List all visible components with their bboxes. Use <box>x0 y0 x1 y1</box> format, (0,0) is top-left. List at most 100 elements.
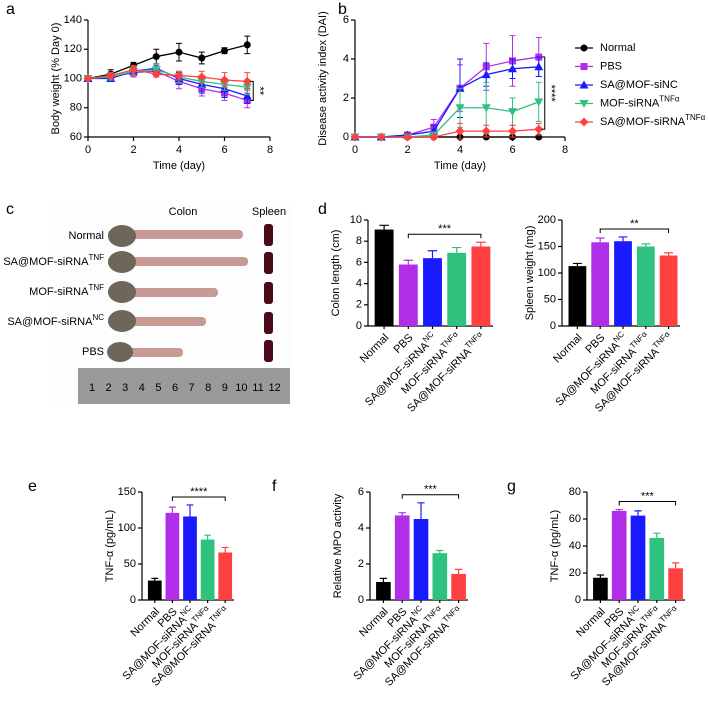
y-tick-label: 50 <box>124 558 136 570</box>
y-tick-label: 0 <box>356 320 362 332</box>
bar <box>636 246 655 326</box>
y-axis-label: Disease activity index (DAI) <box>317 11 329 146</box>
error-bar <box>151 577 159 581</box>
error-bar <box>427 250 438 259</box>
y-tick-label: 80 <box>70 102 82 114</box>
marker <box>534 98 544 107</box>
y-tick-label: 6 <box>356 256 362 268</box>
error-bar <box>641 243 651 247</box>
row-label-main: PBS <box>82 346 104 358</box>
error-bar <box>379 224 389 230</box>
y-tick-label: 6 <box>358 486 364 498</box>
bar <box>376 582 391 600</box>
y-axis-label: Colon length (cm) <box>330 230 342 317</box>
y-tick-label: 2 <box>358 558 364 570</box>
marker <box>242 91 252 100</box>
row-label-sup: TNF <box>88 253 104 262</box>
error-bar <box>398 512 406 516</box>
legend-label-main: MOF-siRNA <box>600 97 660 109</box>
x-tick-label-sup: TNFα <box>207 603 228 624</box>
panel-label: a <box>6 1 15 18</box>
bar <box>591 242 610 326</box>
legend-label-main: Normal <box>600 42 635 54</box>
ruler-label: 7 <box>189 382 195 394</box>
row-label-main: Normal <box>69 230 104 242</box>
legend-label-sup: TNFα <box>685 113 706 122</box>
marker <box>376 132 386 142</box>
y-tick-label: 200 <box>538 214 556 226</box>
panel-label: d <box>318 201 327 218</box>
marker <box>129 65 138 75</box>
ruler-label: 5 <box>155 382 161 394</box>
legend-label-main: PBS <box>600 60 622 72</box>
legend-label: SA@MOF-siNC <box>600 79 678 91</box>
row-label: MOF-siRNATNF <box>29 283 104 298</box>
marker <box>242 76 252 86</box>
error-bar <box>403 259 414 265</box>
x-tick-label: 0 <box>352 144 358 156</box>
row-label-main: SA@MOF-siRNA <box>7 316 93 328</box>
x-tick-label-sup: TNFα <box>441 603 462 624</box>
ruler-label: 11 <box>252 382 263 394</box>
row-label-sup: NC <box>92 313 104 322</box>
y-tick-label: 50 <box>544 293 556 305</box>
error-bar <box>595 237 605 243</box>
y-tick-label: 4 <box>356 278 362 290</box>
x-tick-label: 2 <box>130 144 136 156</box>
bar <box>423 258 442 326</box>
error-bar <box>596 574 605 578</box>
spleens <box>264 224 273 362</box>
legend-label: SA@MOF-siRNATNFα <box>600 113 706 128</box>
y-tick-label: 8 <box>356 235 362 247</box>
legend-marker <box>580 63 588 70</box>
x-tick-label-sup: TNFα <box>639 603 660 624</box>
bar <box>614 241 632 326</box>
legend-label: Normal <box>600 42 635 54</box>
y-tick-label: 20 <box>569 567 581 579</box>
marker <box>106 71 116 81</box>
ruler-label: 4 <box>139 382 145 394</box>
error-bar <box>653 532 661 538</box>
ruler-label: 3 <box>122 382 128 394</box>
bar <box>413 519 429 600</box>
x-tick-label-sup: TNFα <box>422 603 443 624</box>
legend-label-main: SA@MOF-siNC <box>600 79 678 91</box>
marker <box>534 62 544 71</box>
x-tick-label: 6 <box>509 144 515 156</box>
ruler-label: 6 <box>172 382 178 394</box>
marker <box>455 126 465 136</box>
y-tick-label: 120 <box>64 43 82 55</box>
y-tick-label: 80 <box>569 486 581 498</box>
ruler-label: 9 <box>222 382 228 394</box>
series-line <box>355 66 539 138</box>
x-tick-label-sup: TNFα <box>628 329 649 350</box>
x-tick-label: 4 <box>176 144 182 156</box>
row-label-main: MOF-siRNA <box>29 286 89 298</box>
colons <box>107 225 248 362</box>
significance-label: *** <box>424 484 438 496</box>
x-tick-label: 8 <box>267 144 273 156</box>
error-bar <box>436 549 444 554</box>
marker <box>508 126 517 136</box>
y-tick-label: 2 <box>343 92 349 104</box>
error-bar <box>572 262 582 267</box>
ruler-label: 12 <box>268 382 280 394</box>
bar <box>668 568 683 600</box>
bar <box>374 229 394 326</box>
bar <box>398 264 418 326</box>
row-label: SA@MOF-siRNANC <box>7 313 104 328</box>
error-bar <box>221 546 229 553</box>
y-tick-label: 150 <box>118 486 136 498</box>
bar <box>568 266 587 326</box>
y-tick-label: 2 <box>356 299 362 311</box>
bar <box>165 512 180 600</box>
significance-bracket <box>541 56 546 130</box>
significance-bracket <box>618 501 677 506</box>
significance-label: *** <box>641 490 655 502</box>
error-bar <box>168 506 176 513</box>
error-bar <box>204 534 212 540</box>
marker <box>151 69 161 79</box>
y-tick-label: 0 <box>343 131 349 143</box>
x-tick-label-main: Normal <box>358 332 392 366</box>
